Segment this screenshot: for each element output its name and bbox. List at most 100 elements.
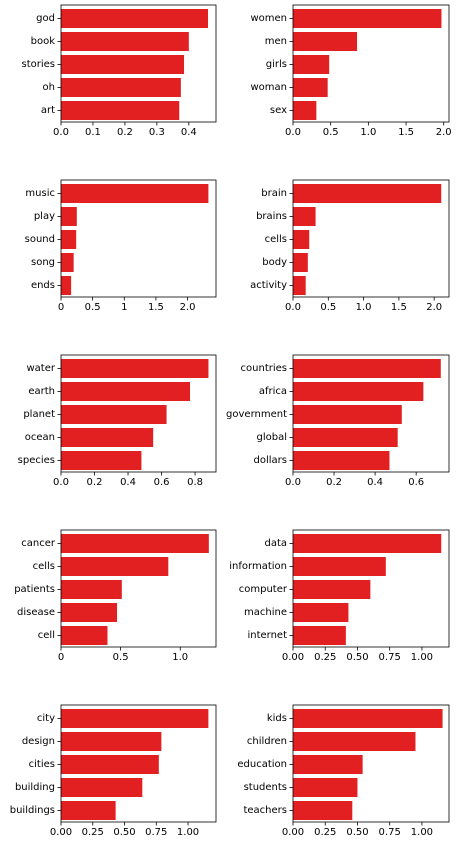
x-tick-label: 0.00 [282,827,304,838]
plot-frame [292,354,450,473]
chart-panel: brain brains cells body activity 0.0 0.5 1.0 1.5… [250,179,450,313]
bar [61,101,180,120]
x-tick-label: 1.00 [177,827,199,838]
category-label: ends [31,280,55,291]
chart-panel: data information computer machine internet 0.… [229,529,450,663]
bar [61,382,191,401]
category-label: activity [250,280,287,291]
x-tick-label: 0.4 [181,127,197,138]
x-tick-label: 0.75 [379,827,401,838]
x-tick-label: 0.25 [314,827,336,838]
bar [293,78,328,97]
category-label: buildings [10,805,55,816]
category-label: cells [265,234,287,245]
bar [61,405,167,424]
category-label: ocean [25,432,55,443]
x-tick-label: 0.0 [53,127,69,138]
bar [61,78,181,97]
bar [293,534,442,553]
category-label: species [18,455,55,466]
bar [293,732,416,751]
category-label: patients [14,584,55,595]
category-label: machine [244,607,287,618]
x-tick-label: 0.00 [282,652,304,663]
bar [61,557,169,576]
bar [61,276,72,295]
category-label: art [41,105,55,116]
x-tick-label: 0.75 [379,652,401,663]
x-tick-label: 0.50 [113,827,135,838]
x-tick-label: 0.5 [85,302,101,313]
x-tick-label: 0.75 [145,827,167,838]
category-label: children [247,736,287,747]
bar [61,207,77,226]
x-tick-label: 0.5 [113,652,129,663]
bar [293,626,346,645]
bar [293,405,402,424]
category-label: city [37,713,55,724]
category-label: god [36,13,55,24]
bar [293,55,330,74]
x-tick-label: 0.00 [50,827,72,838]
category-label: cells [33,561,55,572]
x-tick-label: 0.4 [367,477,383,488]
x-tick-label: 0.50 [346,652,368,663]
bar [61,626,108,645]
plot-frame [292,4,450,123]
bar [293,230,310,249]
bar [293,382,424,401]
category-label: cancer [21,538,56,549]
bar [61,732,162,751]
category-label: sex [270,105,287,116]
plot-frame [292,704,450,823]
category-label: dollars [254,455,287,466]
bar [61,603,118,622]
bar [293,9,442,28]
bar [293,755,363,774]
category-label: africa [259,386,287,397]
x-tick-label: 0.4 [120,477,136,488]
category-label: teachers [243,805,287,816]
chart-panel: god book stories oh art 0.0 0.1 0.2 0.3 0.4 [21,4,217,138]
bar [61,534,209,553]
x-tick-label: 0.5 [323,127,339,138]
category-label: water [27,363,56,374]
bar [61,359,209,378]
x-tick-label: 0 [58,302,64,313]
category-label: body [262,257,287,268]
category-label: countries [241,363,287,374]
category-label: computer [239,584,288,595]
bar [293,580,371,599]
x-tick-label: 1.00 [411,827,433,838]
x-tick-label: 2.0 [180,302,196,313]
x-tick-label: 0.5 [320,302,336,313]
x-tick-label: 0.6 [408,477,424,488]
category-label: women [250,13,287,24]
bar [293,276,306,295]
bar [293,451,390,470]
chart-panel: water earth planet ocean species 0.0 0.2 0.4 0.6… [18,354,217,488]
x-tick-label: 0.2 [326,477,342,488]
x-tick-label: 0.1 [85,127,101,138]
bar [293,428,398,447]
x-tick-label: 0.6 [154,477,170,488]
plot-frame [60,179,217,298]
x-tick-label: 0.2 [117,127,133,138]
x-tick-label: 0.3 [149,127,165,138]
bar [293,709,443,728]
chart-panel: city design cities building buildings 0.00 0.2… [10,704,217,838]
plot-frame [60,354,217,473]
category-label: kids [267,713,287,724]
x-tick-label: 1.0 [360,127,376,138]
bar [293,184,442,203]
bar [293,801,353,820]
category-label: music [25,188,55,199]
category-label: building [15,782,55,793]
chart-panel: countries africa government global dollars 0.… [226,354,450,488]
category-label: cities [29,759,55,770]
x-tick-label: 1 [121,302,127,313]
category-label: song [31,257,55,268]
chart-panel: kids children education students teachers 0.0… [237,704,450,838]
plot-frame [60,529,217,648]
